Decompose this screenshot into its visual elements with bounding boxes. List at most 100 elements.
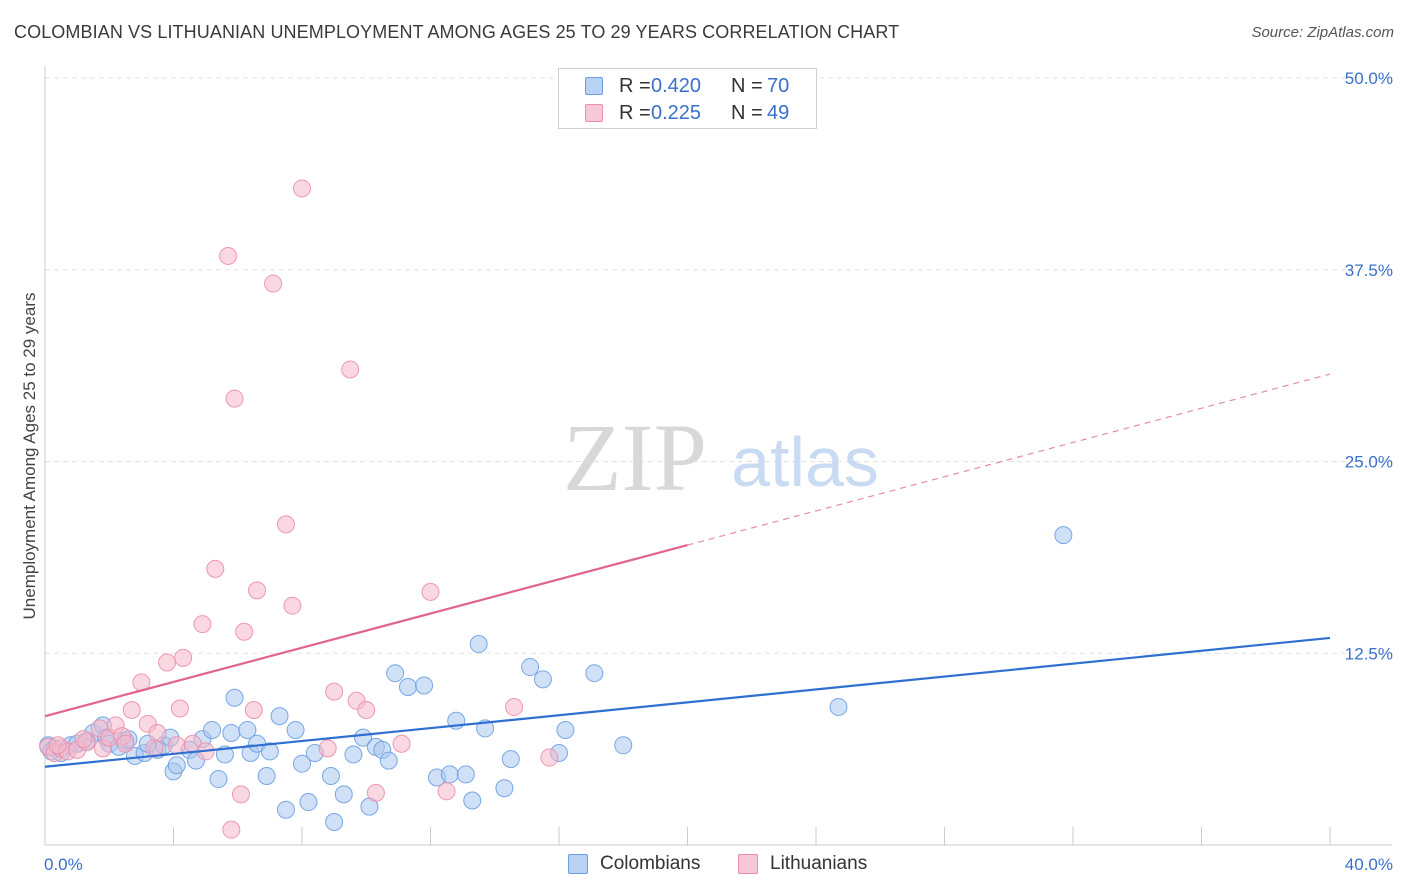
chart-title: COLOMBIAN VS LITHUANIAN UNEMPLOYMENT AMO… <box>14 22 900 42</box>
colombian-point <box>225 688 244 707</box>
colombian-point <box>209 770 228 789</box>
colombian-point <box>334 785 353 804</box>
colombian-point <box>533 670 552 689</box>
lithuanian-point <box>225 389 244 408</box>
colombian-point <box>286 720 305 739</box>
x-tick-label: 0.0% <box>44 855 83 874</box>
colombian-point <box>325 812 344 831</box>
colombian-point <box>829 697 848 716</box>
lithuanians-legend-swatch <box>738 854 758 874</box>
lithuanian-point <box>366 783 385 802</box>
watermark: ZIP atlas <box>563 404 879 511</box>
n-label: N = <box>731 102 763 124</box>
colombian-point <box>203 720 222 739</box>
lithuanian-point <box>264 274 283 293</box>
colombian-point <box>379 751 398 770</box>
y-tick-label: 25.0% <box>1345 453 1393 472</box>
lithuanian-point <box>122 701 141 720</box>
colombian-point <box>614 736 633 755</box>
colombians-legend-label: Colombians <box>600 853 701 874</box>
lithuanians-trend-extension <box>687 373 1331 546</box>
lithuanians-legend-label: Lithuanians <box>770 853 868 874</box>
lithuanian-point <box>74 730 93 749</box>
colombian-point <box>386 664 405 683</box>
lithuanian-point <box>193 615 212 634</box>
colombian-point <box>238 720 257 739</box>
lithuanian-point <box>540 748 559 767</box>
lithuanian-point <box>222 820 241 839</box>
trend-lines <box>44 373 1331 768</box>
r-value: 0.225 <box>651 102 702 124</box>
n-value: 70 <box>767 75 790 97</box>
colombian-point <box>469 635 488 654</box>
colombian-point <box>167 756 186 775</box>
lithuanian-point <box>231 785 250 804</box>
colombian-point <box>321 766 340 785</box>
y-tick-label: 37.5% <box>1345 261 1393 280</box>
lithuanian-point <box>437 782 456 801</box>
colombians-trend-line <box>44 636 1331 768</box>
lithuanian-point <box>392 734 411 753</box>
lithuanian-point <box>148 724 167 743</box>
lithuanian-point <box>235 622 254 641</box>
colombian-point <box>1054 526 1073 545</box>
colombian-point <box>344 745 363 764</box>
lithuanian-point <box>167 736 186 755</box>
lithuanian-point <box>206 559 225 578</box>
lithuanians-trend-line <box>44 544 688 718</box>
lithuanian-point <box>48 736 67 755</box>
watermark-atlas: atlas <box>731 423 879 501</box>
watermark-zip: ZIP <box>563 404 707 511</box>
lithuanian-point <box>170 699 189 718</box>
colombian-point <box>257 766 276 785</box>
r-label: R = <box>619 75 651 97</box>
lithuanian-point <box>505 697 524 716</box>
colombian-point <box>521 658 540 677</box>
n-label: N = <box>731 75 763 97</box>
lithuanian-point <box>248 581 267 600</box>
colombian-point <box>276 800 295 819</box>
grid-lines <box>45 77 1392 654</box>
colombian-point <box>270 707 289 726</box>
colombian-point <box>260 742 279 761</box>
lithuanian-point <box>174 648 193 667</box>
colombians-legend-swatch <box>568 854 588 874</box>
x-tick-label: 40.0% <box>1345 855 1393 874</box>
y-tick-label: 50.0% <box>1345 69 1393 88</box>
r-value: 0.420 <box>651 75 702 97</box>
lithuanian-point <box>116 734 135 753</box>
colombian-point <box>440 765 459 784</box>
lithuanian-point <box>357 701 376 720</box>
y-tick-label: 12.5% <box>1345 644 1393 663</box>
source-credit: Source: ZipAtlas.com <box>1251 24 1394 41</box>
colombian-point <box>299 793 318 812</box>
colombian-point <box>585 664 604 683</box>
lithuanian-point <box>244 701 263 720</box>
lithuanian-point <box>283 596 302 615</box>
lithuanian-point <box>158 653 177 672</box>
colombian-point <box>399 677 418 696</box>
colombian-point <box>495 779 514 798</box>
y-axis-label: Unemployment Among Ages 25 to 29 years <box>20 292 39 620</box>
lithuanians-swatch <box>585 104 603 122</box>
colombian-point <box>415 676 434 695</box>
data-points <box>39 179 1073 839</box>
r-label: R = <box>619 102 651 124</box>
colombian-point <box>293 754 311 773</box>
lithuanian-point <box>293 179 311 198</box>
colombian-point <box>556 720 575 739</box>
lithuanian-point <box>219 246 238 265</box>
lithuanian-point <box>421 582 440 601</box>
lithuanian-point <box>341 360 360 379</box>
lithuanian-point <box>318 739 337 758</box>
n-value: 49 <box>767 102 790 124</box>
colombian-point <box>501 750 520 769</box>
colombians-swatch <box>585 77 603 95</box>
tick-labels: 12.5% 25.0% 37.5% 50.0% 0.0% 40.0% <box>44 69 1393 874</box>
lithuanian-point <box>276 515 295 534</box>
colombian-point <box>456 765 475 784</box>
correlation-legend: R = 0.420 N = 70 R = 0.225 N = 49 <box>558 68 817 129</box>
colombian-point <box>222 724 241 743</box>
lithuanian-point <box>325 682 344 701</box>
